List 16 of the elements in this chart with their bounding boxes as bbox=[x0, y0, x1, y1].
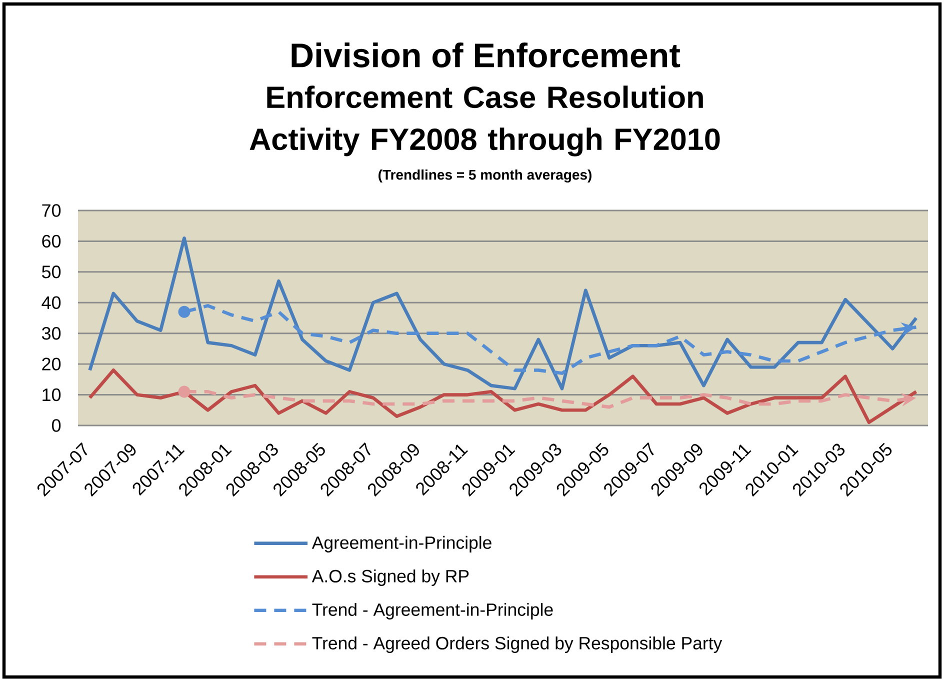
legend-label: A.O.s Signed by RP bbox=[312, 569, 469, 586]
legend-label: Trend - Agreement-in-Principle bbox=[312, 602, 553, 620]
y-tick-label: 10 bbox=[42, 388, 61, 402]
chart-subtitle: Enforcement Case Resolution Activity FY2008 through FY2010 bbox=[250, 86, 720, 156]
y-tick-label: 50 bbox=[42, 266, 61, 278]
line-series bbox=[88, 236, 918, 390]
text: (Trendlines = 5 month averages) bbox=[378, 169, 592, 183]
y-tick-label: 60 bbox=[42, 234, 61, 248]
y-tick-label: 0 bbox=[52, 419, 61, 432]
y-tick-label: 30 bbox=[42, 326, 61, 340]
chart-title: Division of Enforcement bbox=[292, 42, 680, 68]
y-tick-label: 40 bbox=[42, 296, 61, 309]
y-tick-label: 20 bbox=[42, 358, 61, 370]
legend-label: Agreement-in-Principle bbox=[312, 536, 492, 552]
y-tick-label: 70 bbox=[42, 204, 61, 217]
legend-label: Trend - Agreed Orders Signed by Responsible Party bbox=[312, 636, 722, 653]
